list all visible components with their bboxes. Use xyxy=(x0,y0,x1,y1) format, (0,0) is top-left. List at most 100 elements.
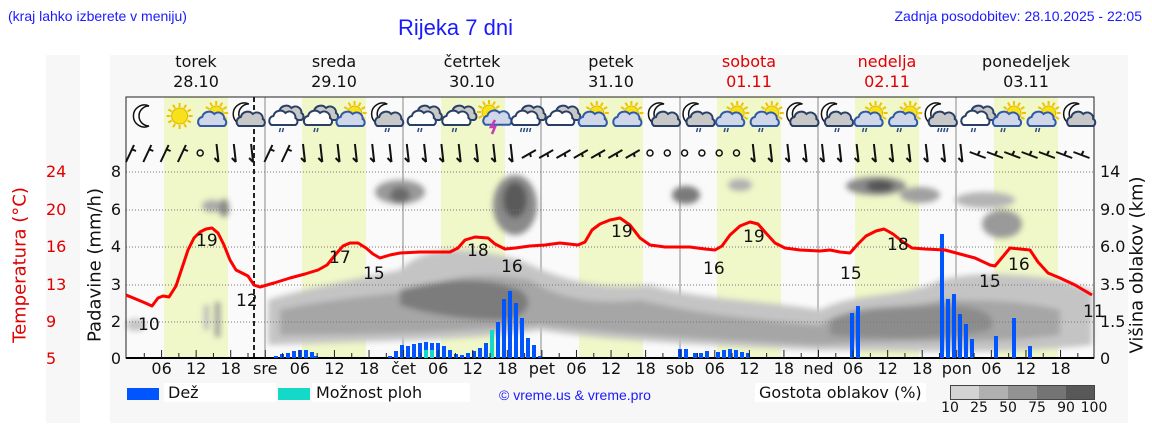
x-tick-label: sre xyxy=(253,359,278,378)
temperature-annotations: 10 19 12 17 15 18 16 19 16 19 15 18 15 1… xyxy=(138,222,1105,335)
density-label: 25 xyxy=(970,400,988,416)
temperature-line xyxy=(125,216,1093,308)
x-tick-label: 18 xyxy=(358,359,380,378)
precip-bar xyxy=(684,349,688,358)
legend-rain: Dež xyxy=(164,383,276,402)
moon-cloud-rain-icon xyxy=(820,102,855,133)
day-header-sat: sobota 01.11 xyxy=(721,52,777,91)
day-header-sun: nedelja 02.11 xyxy=(857,52,917,91)
svg-text:16: 16 xyxy=(703,259,725,279)
moon-cloud-rain-icon xyxy=(682,102,716,133)
precip-bar xyxy=(705,351,709,358)
sun-cloud-icon xyxy=(335,101,367,127)
temp-tick: 16 xyxy=(46,237,67,256)
temp-tick: 24 xyxy=(46,162,67,181)
precip-bar xyxy=(394,351,398,358)
precip-bar xyxy=(514,303,518,358)
x-tick-label: 06 xyxy=(289,359,311,378)
svg-text:15: 15 xyxy=(363,264,385,284)
x-tick-label: 06 xyxy=(427,359,449,378)
credit-link[interactable]: © vreme.us & vreme.pro xyxy=(499,387,651,403)
x-tick-label: 18 xyxy=(773,359,795,378)
precip-bar xyxy=(310,352,314,358)
x-tick-label: 12 xyxy=(462,359,483,378)
sun-cloud-rain-icon xyxy=(853,101,888,133)
precip-bar xyxy=(1028,346,1032,358)
precip-bar xyxy=(532,345,536,358)
svg-text:18: 18 xyxy=(887,235,909,255)
precip-bar xyxy=(490,330,494,358)
precip-bar xyxy=(400,345,404,358)
svg-text:18: 18 xyxy=(467,241,489,261)
moon-cloud-heavy-rain-icon xyxy=(924,102,958,133)
precip-bar xyxy=(728,349,732,358)
precip-tick: 0 xyxy=(110,349,121,368)
x-tick-label: 18 xyxy=(497,359,518,378)
precip-bar xyxy=(418,343,422,358)
last-updated: Zadnja posodobitev: 28.10.2025 - 22:05 xyxy=(894,8,1142,24)
precip-bar xyxy=(508,291,512,358)
precip-bar xyxy=(994,336,998,358)
precip-tick: 3 xyxy=(110,275,121,294)
cloud-heavy-rain-icon xyxy=(510,104,547,133)
precip-bar xyxy=(520,318,524,358)
precip-bar xyxy=(448,350,452,358)
density-label: 10 xyxy=(941,400,959,416)
legend-showers: Možnost ploh xyxy=(312,383,470,402)
x-tick-label: sob xyxy=(666,359,695,378)
cloud-tick: 0 xyxy=(1100,349,1111,368)
x-tick-label: pet xyxy=(528,359,556,378)
precip-bar xyxy=(286,353,290,358)
precip-bar xyxy=(946,299,950,358)
sun-cloud-rain-icon xyxy=(888,101,923,133)
moon-cloud-icon xyxy=(786,102,820,127)
precip-bar xyxy=(304,350,308,358)
cloud-density-field xyxy=(126,175,1092,352)
day-header-tue: torek 28.10 xyxy=(173,52,219,91)
temperature-axis-panel xyxy=(46,55,80,423)
density-label: 75 xyxy=(1028,400,1046,416)
x-tick-label: 06 xyxy=(566,359,587,378)
wind-barbs xyxy=(125,143,1090,163)
precip-bar xyxy=(466,353,470,358)
sun-cloud-icon xyxy=(612,101,644,127)
moon-icon xyxy=(132,104,150,128)
shower-bars xyxy=(424,330,494,358)
x-tick-label: 18 xyxy=(220,359,241,378)
x-tick-label: 06 xyxy=(704,359,725,378)
density-label: 90 xyxy=(1057,400,1075,416)
precip-bar xyxy=(430,350,434,358)
x-tick-label: 06 xyxy=(981,359,1002,378)
cloud-light-rain-icon xyxy=(441,104,478,133)
precip-tick: 2 xyxy=(110,312,121,331)
svg-text:12: 12 xyxy=(236,291,258,311)
svg-text:16: 16 xyxy=(501,257,523,277)
x-tick-label: 06 xyxy=(842,359,864,378)
precip-bar xyxy=(740,352,744,358)
sun-thunder-icon xyxy=(477,100,513,135)
precip-tick: 4 xyxy=(110,237,121,256)
precip-bar xyxy=(850,313,854,358)
sun-cloud-rain-icon xyxy=(749,101,784,133)
precip-bar xyxy=(478,348,482,358)
precip-bar xyxy=(502,299,506,358)
precip-bar xyxy=(699,353,703,358)
day-header-thu: četrtek 30.10 xyxy=(443,52,501,91)
precip-bar xyxy=(460,355,464,358)
cloud-tick: 9.0 xyxy=(1100,200,1126,219)
cloud-tick: 14 xyxy=(1100,162,1121,181)
x-tick-label: 12 xyxy=(185,359,207,378)
precip-bar xyxy=(280,354,284,358)
location-hint[interactable]: (kraj lahko izberete v meniju) xyxy=(8,8,187,24)
precip-bar xyxy=(484,343,488,358)
svg-text:16: 16 xyxy=(1008,255,1030,275)
cloud-light-rain-icon xyxy=(406,104,443,133)
density-legend-title: Gostota oblakov (%) xyxy=(755,383,926,402)
x-tick-label: 12 xyxy=(324,359,345,378)
sun-cloud-icon xyxy=(577,101,609,127)
temp-tick: 5 xyxy=(46,349,57,368)
weather-icons xyxy=(132,100,1097,135)
sun-cloud-rain-icon xyxy=(715,101,750,133)
precip-bar xyxy=(454,354,458,358)
